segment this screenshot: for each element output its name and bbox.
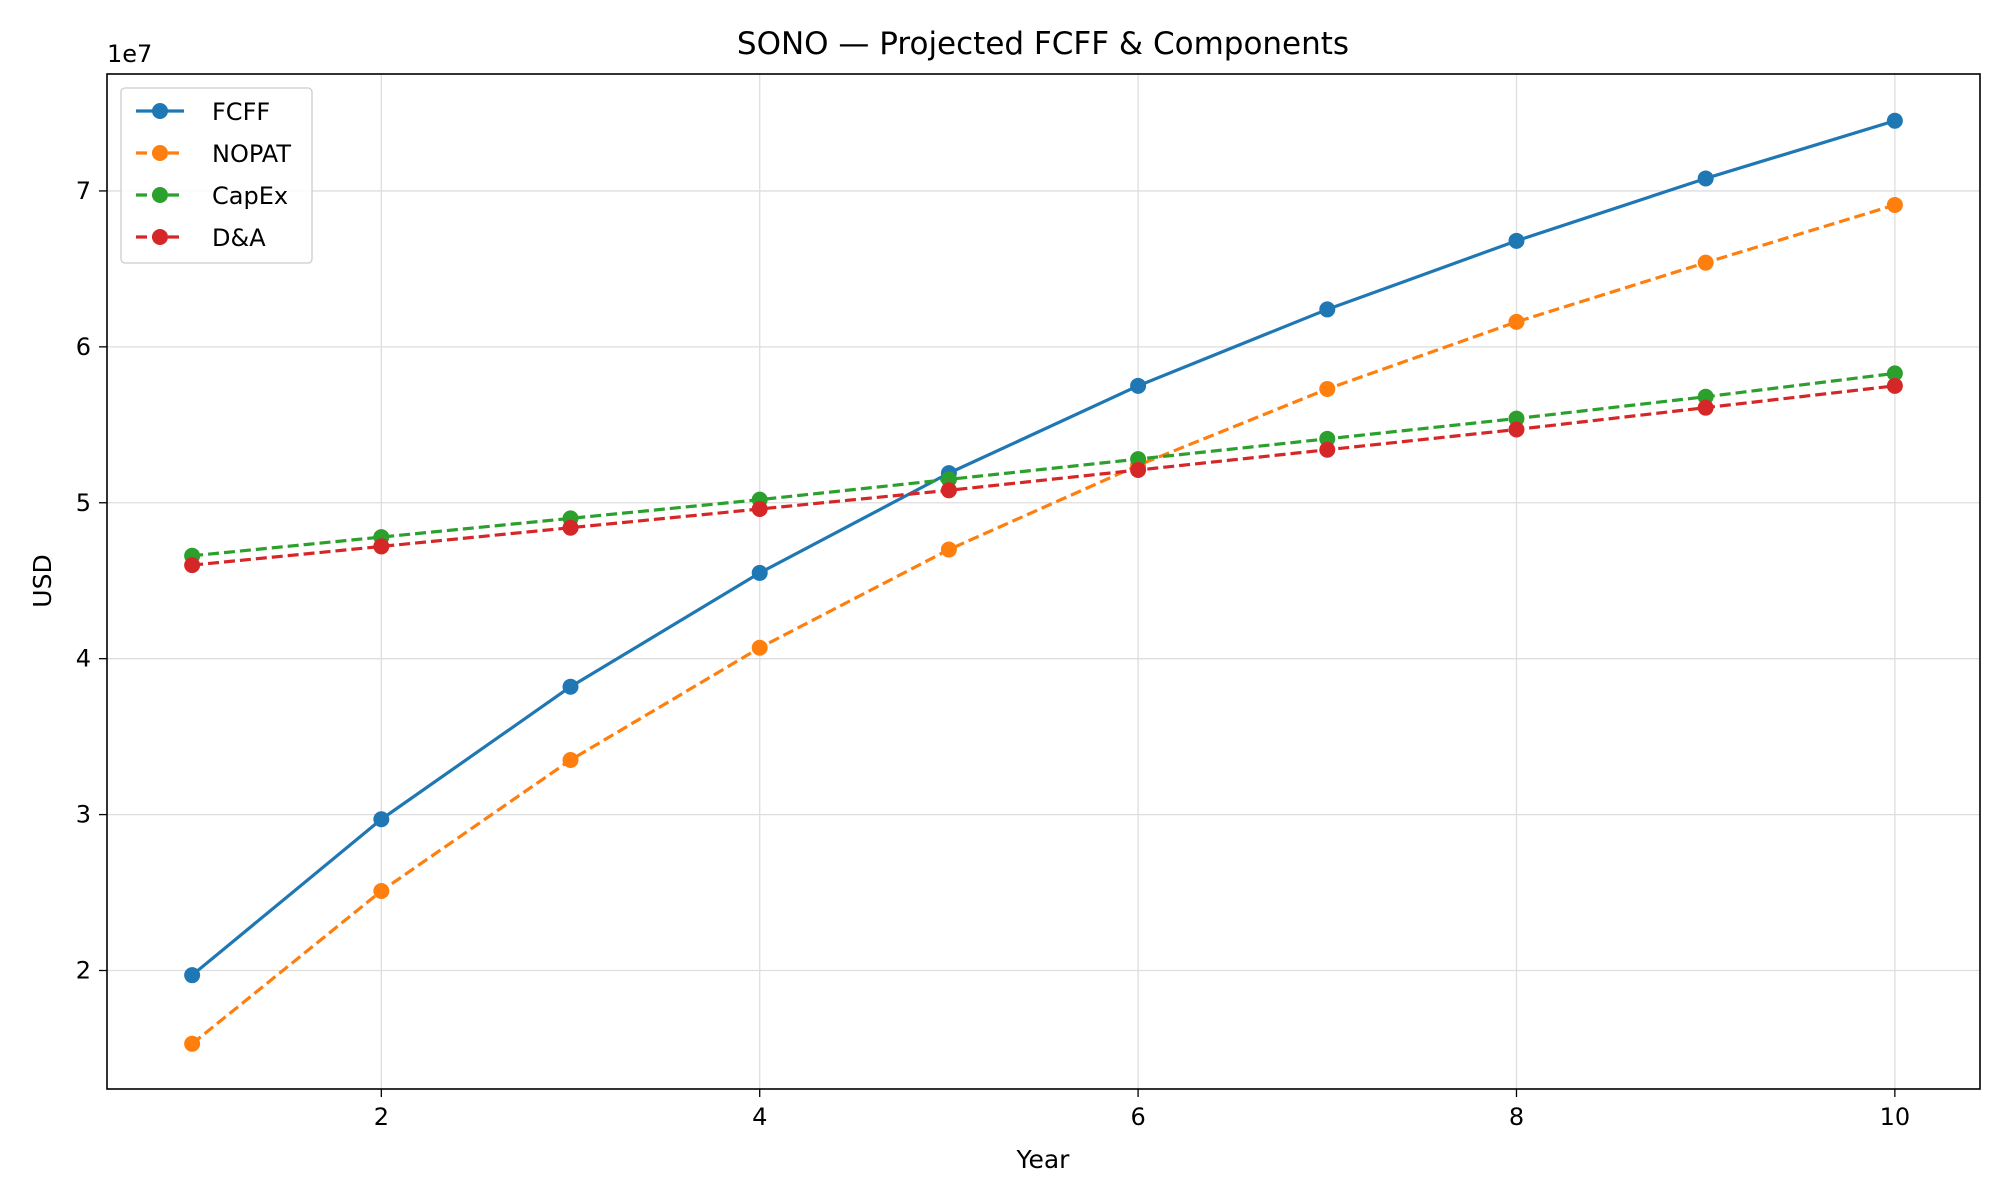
data-point-d-a xyxy=(184,557,201,574)
legend-label: FCFF xyxy=(212,98,270,126)
legend-label: CapEx xyxy=(212,182,288,210)
series-line-fcff xyxy=(191,119,1896,977)
y-tick-label: 5 xyxy=(76,489,91,517)
data-point-fcff xyxy=(1697,170,1714,187)
legend-box xyxy=(120,87,313,264)
data-point-fcff xyxy=(1130,377,1147,394)
data-point-nopat xyxy=(1319,380,1336,397)
data-point-fcff xyxy=(562,678,579,695)
data-point-fcff xyxy=(184,967,201,984)
x-tick-label: 10 xyxy=(1880,1103,1911,1131)
data-point-nopat xyxy=(1886,196,1903,213)
legend: FCFF NOPAT CapEx D&A xyxy=(120,87,313,264)
legend-item-fcff: FCFF xyxy=(136,98,270,126)
y-axis-offset-label: 1e7 xyxy=(107,40,152,68)
axis-ticks: 2 4 6 8 10 2 3 4 5 6 7 xyxy=(76,177,1910,1131)
legend-marker xyxy=(152,187,168,203)
data-point-d-a xyxy=(1130,462,1147,479)
plot-frame xyxy=(106,73,1981,1090)
data-point-d-a xyxy=(562,519,579,536)
series-line-capex xyxy=(191,371,1896,558)
data-point-d-a xyxy=(1697,399,1714,416)
x-tick-label: 6 xyxy=(1130,1103,1145,1131)
x-axis-label: Year xyxy=(1016,1145,1071,1174)
legend-marker xyxy=(152,103,168,119)
x-tick-label: 8 xyxy=(1509,1103,1524,1131)
data-point-nopat xyxy=(751,639,768,656)
data-point-d-a xyxy=(1319,441,1336,458)
data-point-d-a xyxy=(940,482,957,499)
data-point-d-a xyxy=(1508,421,1525,438)
data-point-nopat xyxy=(1697,254,1714,271)
data-point-nopat xyxy=(184,1035,201,1052)
y-tick-label: 7 xyxy=(76,177,91,205)
chart-title: SONO — Projected FCFF & Components xyxy=(737,26,1349,62)
data-point-nopat xyxy=(1508,313,1525,330)
legend-label: D&A xyxy=(212,224,266,252)
y-tick-label: 3 xyxy=(76,801,91,829)
y-axis-label: USD xyxy=(28,554,57,607)
legend-item-nopat: NOPAT xyxy=(136,140,291,168)
legend-item-d-a: D&A xyxy=(136,224,266,252)
x-tick-label: 4 xyxy=(752,1103,767,1131)
series-d-a xyxy=(184,377,1903,574)
data-point-nopat xyxy=(562,752,579,769)
data-point-nopat xyxy=(940,541,957,558)
data-point-d-a xyxy=(751,501,768,517)
data-point-d-a xyxy=(373,538,390,555)
y-tick-label: 6 xyxy=(76,333,91,361)
data-point-fcff xyxy=(1886,112,1903,129)
data-point-capex xyxy=(1886,365,1903,382)
x-tick-label: 2 xyxy=(374,1103,389,1131)
series-line-d-a xyxy=(191,384,1896,567)
data-point-nopat xyxy=(373,882,390,899)
legend-marker xyxy=(152,229,168,245)
series-nopat xyxy=(184,196,1903,1052)
legend-item-capex: CapEx xyxy=(136,182,288,210)
data-point-d-a xyxy=(1886,377,1903,394)
series-layer xyxy=(184,112,1903,1052)
data-point-fcff xyxy=(373,811,390,828)
series-line-nopat xyxy=(191,203,1896,1046)
legend-label: NOPAT xyxy=(212,140,291,168)
legend-marker xyxy=(152,145,168,161)
data-point-fcff xyxy=(1319,301,1336,318)
y-tick-label: 2 xyxy=(76,957,91,985)
y-tick-label: 4 xyxy=(76,645,91,673)
data-point-fcff xyxy=(751,564,768,581)
data-point-fcff xyxy=(1508,232,1525,249)
